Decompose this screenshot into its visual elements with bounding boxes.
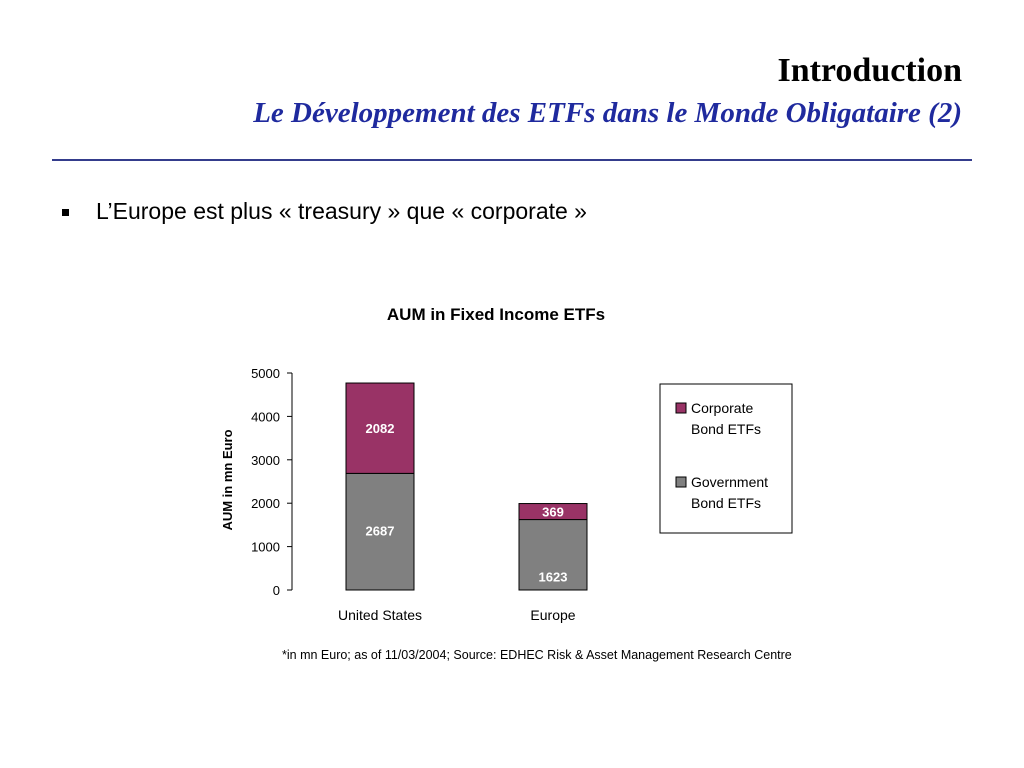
axis-layer: 0 1000 2000 3000 4000 5000 bbox=[251, 366, 293, 598]
y-tick-label: 1000 bbox=[251, 540, 280, 555]
slide-title: Introduction bbox=[777, 52, 962, 89]
x-category-label: United States bbox=[338, 607, 422, 623]
bar-segment bbox=[345, 472, 415, 591]
bar-segment bbox=[518, 503, 588, 521]
legend: Corporate Bond ETFs Government Bond ETFs bbox=[659, 383, 793, 534]
slide-subtitle: Le Développement des ETFs dans le Monde … bbox=[253, 97, 962, 129]
bar-data-label: 369 bbox=[542, 505, 564, 520]
bullet-text: L’Europe est plus « treasury » que « cor… bbox=[96, 198, 587, 224]
bar-data-label: 2687 bbox=[366, 523, 395, 538]
y-tick-label: 3000 bbox=[251, 453, 280, 468]
bar-segment bbox=[345, 382, 415, 474]
legend-entry: Corporate Bond ETFs bbox=[691, 400, 761, 437]
y-tick-label: 0 bbox=[273, 583, 280, 598]
legend-swatch bbox=[675, 402, 687, 414]
x-category-label: Europe bbox=[530, 607, 575, 623]
title-divider bbox=[52, 159, 972, 161]
bar-data-label: 1623 bbox=[539, 570, 568, 585]
bar-segment bbox=[518, 519, 588, 591]
chart-title: AUM in Fixed Income ETFs bbox=[387, 305, 605, 324]
bullet-point: L’Europe est plus « treasury » que « cor… bbox=[62, 198, 587, 225]
square-bullet-icon bbox=[62, 209, 69, 216]
legend-swatch bbox=[675, 476, 687, 488]
bar-data-label: 2082 bbox=[366, 421, 395, 436]
y-tick-label: 2000 bbox=[251, 496, 280, 511]
source-footnote: *in mn Euro; as of 11/03/2004; Source: E… bbox=[282, 648, 792, 662]
y-tick-label: 5000 bbox=[251, 366, 280, 381]
y-axis-label: AUM in mn Euro bbox=[220, 429, 235, 530]
bar-layer: 2687 2082 United States 1623 369 Europe bbox=[338, 382, 588, 623]
legend-entry: Government Bond ETFs bbox=[691, 474, 768, 511]
y-tick-label: 4000 bbox=[251, 409, 280, 424]
